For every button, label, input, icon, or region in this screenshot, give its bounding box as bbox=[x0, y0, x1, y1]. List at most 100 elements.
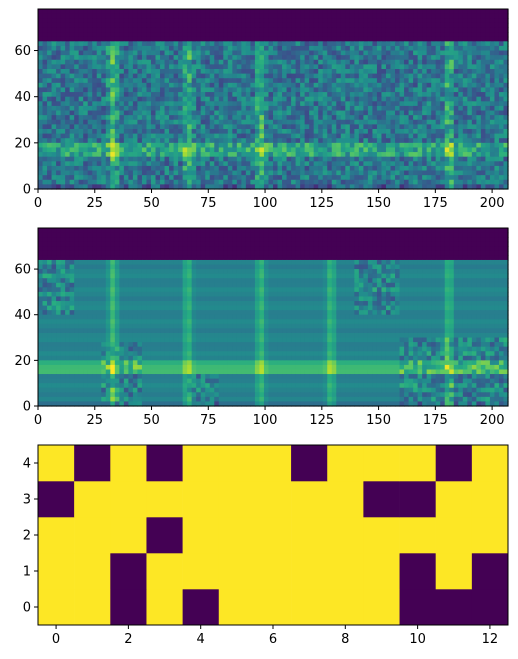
spectrogram-cell bbox=[295, 129, 301, 135]
spectrogram-cell bbox=[313, 246, 319, 252]
spectrogram-cell bbox=[376, 161, 383, 167]
spectrogram-cell bbox=[182, 105, 188, 112]
spectrogram-cell bbox=[69, 27, 75, 33]
spectrogram-cell bbox=[395, 119, 401, 125]
spectrogram-cell bbox=[318, 87, 324, 93]
spectrogram-cell bbox=[236, 55, 242, 61]
spectrogram-cell bbox=[268, 124, 274, 130]
spectrogram-cell bbox=[367, 259, 374, 266]
spectrogram-cell bbox=[498, 170, 505, 176]
spectrogram-cell bbox=[209, 110, 215, 116]
spectrogram-cell bbox=[137, 92, 143, 98]
spectrogram-cell bbox=[300, 87, 306, 93]
spectrogram-cell bbox=[304, 50, 310, 56]
spectrogram-cell bbox=[471, 110, 477, 116]
spectrogram-cell bbox=[340, 32, 346, 38]
spectrogram-cell bbox=[232, 87, 238, 93]
spectrogram-cell bbox=[209, 129, 215, 135]
spectrogram-cell bbox=[318, 13, 324, 19]
spectrogram-cell bbox=[87, 246, 93, 252]
spectrogram-cell bbox=[38, 184, 44, 190]
spectrogram-cell bbox=[250, 36, 256, 42]
spectrogram-cell bbox=[399, 138, 405, 144]
spectrogram-cell bbox=[304, 110, 310, 116]
spectrogram-cell bbox=[268, 119, 274, 125]
spectrogram-cell bbox=[92, 165, 98, 172]
spectrogram-cell bbox=[119, 124, 125, 130]
spectrogram-cell bbox=[236, 78, 242, 84]
spectrogram-cell bbox=[282, 18, 288, 24]
spectrogram-cell bbox=[214, 147, 220, 153]
spectrogram-cell bbox=[408, 259, 414, 266]
spectrogram-cell bbox=[164, 64, 170, 70]
spectrogram-cell bbox=[268, 115, 274, 121]
spectrogram-cell bbox=[395, 259, 401, 266]
spectrogram-cell bbox=[96, 110, 102, 116]
spectrogram-cell bbox=[494, 115, 500, 121]
spectrogram-cell bbox=[173, 105, 179, 112]
spectrogram-cell bbox=[254, 179, 261, 185]
spectrogram-cell bbox=[462, 101, 468, 107]
spectrogram-cell bbox=[381, 156, 387, 162]
spectrogram-cell bbox=[449, 36, 455, 42]
spectrogram-cell bbox=[245, 259, 251, 266]
spectrogram-cell bbox=[417, 170, 423, 176]
spectrogram-cell bbox=[74, 9, 80, 15]
spectrogram-cell bbox=[182, 161, 188, 167]
spectrogram-cell bbox=[101, 264, 107, 270]
spectrogram-cell bbox=[155, 165, 161, 172]
spectrogram-cell bbox=[132, 78, 139, 84]
spectrogram-cell bbox=[327, 255, 333, 261]
spectrogram-cell bbox=[449, 119, 455, 125]
spectrogram-cell bbox=[462, 115, 468, 121]
spectrogram-cell bbox=[209, 73, 215, 79]
spectrogram-cell bbox=[498, 101, 505, 107]
spectrogram-cell bbox=[200, 13, 206, 19]
spectrogram-cell bbox=[367, 147, 374, 153]
spectrogram-cell bbox=[47, 110, 53, 116]
spectrogram-cell bbox=[309, 73, 315, 79]
spectrogram-cell bbox=[327, 228, 333, 234]
spectrogram-cell bbox=[223, 152, 229, 158]
spectrogram-cell bbox=[426, 115, 432, 121]
spectrogram-cell bbox=[498, 119, 505, 125]
spectrogram-cell bbox=[42, 133, 48, 139]
spectrogram-cell bbox=[141, 184, 148, 190]
spectrogram-cell bbox=[444, 13, 450, 19]
spectrogram-cell bbox=[65, 170, 71, 176]
spectrogram-cell bbox=[313, 156, 319, 162]
spectrogram-cell bbox=[96, 55, 102, 61]
spectrogram-cell bbox=[218, 147, 224, 153]
spectrogram-cell bbox=[345, 142, 351, 149]
spectrogram-cell bbox=[372, 9, 378, 15]
spectrogram-cell bbox=[462, 45, 468, 52]
spectrogram-cell bbox=[322, 22, 328, 29]
spectrogram-cell bbox=[376, 55, 383, 61]
spectrogram-cell bbox=[96, 142, 102, 149]
spectrogram-cell bbox=[273, 179, 279, 185]
spectrogram-cell bbox=[349, 129, 355, 135]
spectrogram-cell bbox=[169, 138, 175, 144]
spectrogram-cell bbox=[467, 259, 473, 266]
spectrogram-cell bbox=[236, 241, 242, 247]
spectrogram-cell bbox=[471, 64, 477, 70]
spectrogram-cell bbox=[385, 50, 392, 56]
x-tick-label: 75 bbox=[200, 196, 217, 211]
spectrogram-cell bbox=[214, 184, 220, 190]
spectrogram-cell bbox=[426, 36, 432, 42]
spectrogram-cell bbox=[146, 45, 152, 52]
spectrogram-cell bbox=[471, 82, 477, 89]
spectrogram-cell bbox=[160, 45, 166, 52]
spectrogram-cell bbox=[431, 119, 437, 125]
spectrogram-cell bbox=[218, 92, 224, 98]
spectrogram-cell bbox=[340, 59, 346, 65]
spectrogram-cell bbox=[56, 59, 62, 65]
spectrogram-cell bbox=[413, 237, 419, 243]
spectrogram-cell bbox=[155, 73, 161, 79]
spectrogram-cell bbox=[340, 228, 346, 234]
spectrogram-cell bbox=[363, 78, 369, 84]
spectrogram-cell bbox=[187, 138, 193, 144]
spectrogram-cell bbox=[132, 13, 139, 19]
spectrogram-cell bbox=[263, 50, 270, 56]
spectrogram-cell bbox=[155, 50, 161, 56]
